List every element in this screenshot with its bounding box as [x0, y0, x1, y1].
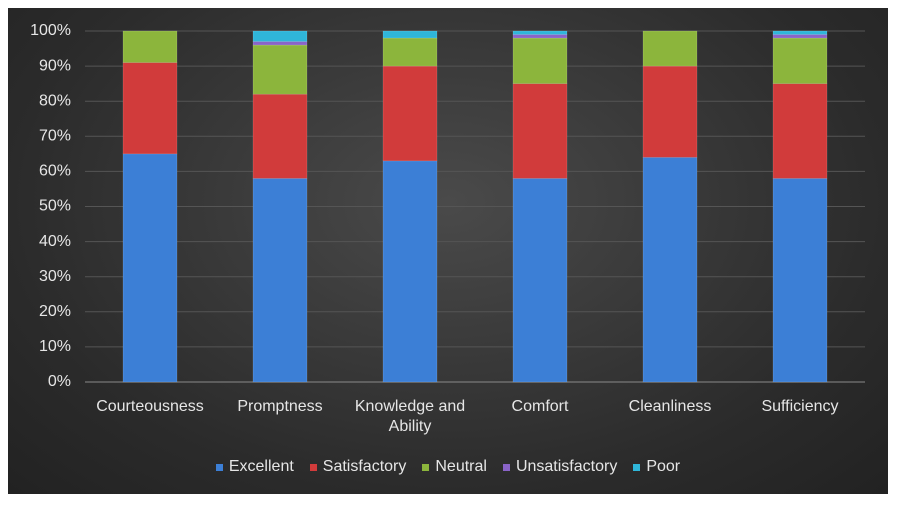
y-tick-label: 100%: [30, 22, 71, 39]
bar-segment: [772, 178, 828, 383]
legend-label: Neutral: [435, 458, 487, 475]
legend-swatch: [309, 463, 317, 471]
bar-segment: [252, 44, 308, 95]
bar-segment: [642, 30, 698, 67]
legend-item: Unsatisfactory: [502, 458, 618, 476]
bar-segment: [772, 83, 828, 179]
bar-segment: [382, 65, 438, 162]
bar-segment: [512, 30, 568, 35]
legend-label: Satisfactory: [322, 458, 407, 475]
legend: Excellent Satisfactory Neutral Unsatisfacto…: [8, 458, 888, 476]
bar-segment: [252, 41, 308, 46]
bar-segment: [382, 160, 438, 383]
x-tick-label: Sufficiency: [761, 398, 839, 415]
x-tick-label: Courteousness: [96, 398, 204, 415]
bar-segment: [252, 178, 308, 383]
bar-segment: [122, 62, 178, 155]
legend-label: Unsatisfactory: [515, 458, 618, 475]
legend-item: Poor: [633, 458, 680, 476]
legend-swatch: [502, 463, 510, 471]
legend-item: Neutral: [422, 458, 487, 476]
y-tick-label: 90%: [39, 57, 71, 74]
x-tick-label: Cleanliness: [628, 398, 712, 415]
bar-segment: [252, 30, 308, 42]
bar-segment: [642, 157, 698, 383]
legend-item: Satisfactory: [309, 458, 407, 476]
y-tick-label: 20%: [39, 303, 71, 320]
bar-segment: [512, 37, 568, 84]
bar-segment: [122, 153, 178, 383]
bar-segment: [512, 83, 568, 179]
y-tick-label: 50%: [39, 198, 71, 215]
bar-segment: [382, 37, 438, 67]
y-tick-label: 80%: [39, 92, 71, 109]
bar-segment: [512, 34, 568, 39]
x-tick-label: Promptness: [237, 398, 323, 415]
x-tick-label: Comfort: [511, 398, 569, 415]
legend-item: Excellent: [215, 458, 294, 476]
bar-segment: [122, 30, 178, 63]
bar-segment: [772, 30, 828, 35]
y-tick-label: 0%: [48, 373, 71, 390]
x-tick-label: Knowledge and Ability: [354, 398, 466, 435]
y-tick-label: 60%: [39, 163, 71, 180]
bar-segment: [772, 37, 828, 84]
legend-label: Excellent: [228, 458, 294, 475]
legend-swatch: [215, 463, 223, 471]
bar-segment: [772, 34, 828, 39]
bar-segment: [512, 178, 568, 383]
bar-segment: [642, 65, 698, 158]
bar-segment: [252, 93, 308, 179]
y-tick-label: 40%: [39, 233, 71, 250]
y-tick-label: 70%: [39, 128, 71, 145]
legend-swatch: [633, 463, 641, 471]
legend-label: Poor: [646, 458, 681, 475]
legend-swatch: [422, 463, 430, 471]
y-tick-label: 10%: [39, 338, 71, 355]
y-tick-label: 30%: [39, 268, 71, 285]
bar-segment: [382, 30, 438, 39]
